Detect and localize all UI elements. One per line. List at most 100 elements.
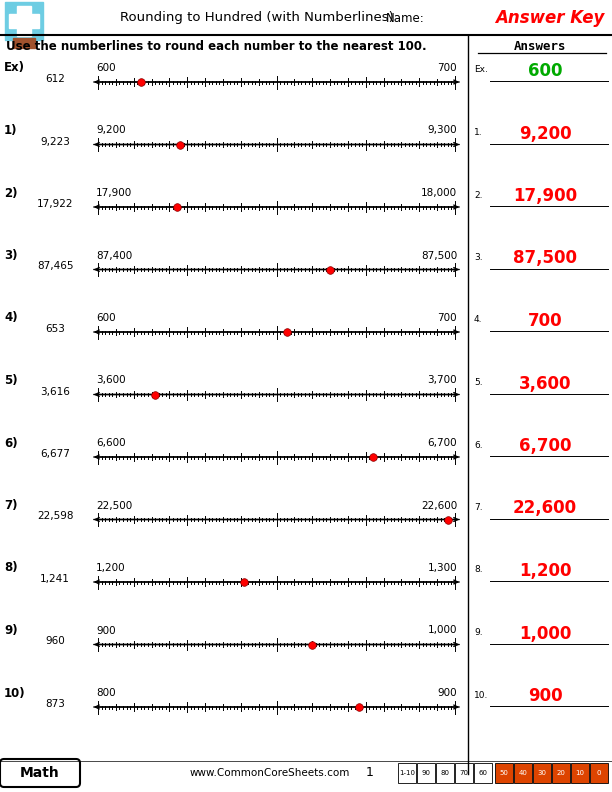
Text: 9,223: 9,223 xyxy=(40,136,70,147)
Text: 3,616: 3,616 xyxy=(40,386,70,397)
FancyBboxPatch shape xyxy=(0,759,80,787)
Text: 1,200: 1,200 xyxy=(96,563,125,573)
Text: 87,400: 87,400 xyxy=(96,250,132,261)
Text: 3): 3) xyxy=(4,249,18,262)
Text: 6): 6) xyxy=(4,436,18,450)
Text: 18,000: 18,000 xyxy=(421,188,457,198)
Text: 1: 1 xyxy=(366,767,374,779)
Text: Ex): Ex) xyxy=(4,62,25,74)
Text: 10.: 10. xyxy=(474,691,488,699)
Text: 600: 600 xyxy=(528,62,562,80)
Text: 612: 612 xyxy=(45,74,65,84)
Bar xyxy=(474,763,492,783)
Bar xyxy=(455,763,473,783)
Text: 10): 10) xyxy=(4,687,26,699)
Text: www.CommonCoreSheets.com: www.CommonCoreSheets.com xyxy=(190,768,350,778)
Bar xyxy=(436,763,454,783)
Bar xyxy=(495,763,513,783)
Text: 9,200: 9,200 xyxy=(96,125,125,135)
Text: Rounding to Hundred (with Numberlines): Rounding to Hundred (with Numberlines) xyxy=(120,12,394,25)
Text: 87,500: 87,500 xyxy=(513,249,577,268)
Bar xyxy=(552,763,570,783)
Text: 9): 9) xyxy=(4,624,18,637)
Text: 10: 10 xyxy=(575,770,584,776)
Text: 4.: 4. xyxy=(474,315,482,325)
Text: 6.: 6. xyxy=(474,440,483,450)
Text: Ex.: Ex. xyxy=(474,66,488,74)
Text: 0: 0 xyxy=(597,770,601,776)
Text: 3.: 3. xyxy=(474,253,483,262)
Text: 873: 873 xyxy=(45,699,65,709)
Text: 3,600: 3,600 xyxy=(96,375,125,386)
Text: 5): 5) xyxy=(4,374,18,387)
Bar xyxy=(17,6,31,36)
Text: 50: 50 xyxy=(499,770,509,776)
Bar xyxy=(398,763,416,783)
Text: 1,241: 1,241 xyxy=(40,574,70,584)
Text: 700: 700 xyxy=(528,312,562,330)
Text: 900: 900 xyxy=(438,688,457,698)
Text: 40: 40 xyxy=(518,770,528,776)
Bar xyxy=(9,14,39,28)
Text: 6,700: 6,700 xyxy=(427,438,457,448)
Text: 6,677: 6,677 xyxy=(40,449,70,459)
Text: 700: 700 xyxy=(438,313,457,323)
Text: 17,922: 17,922 xyxy=(37,199,73,209)
Bar xyxy=(13,38,35,48)
Text: 22,500: 22,500 xyxy=(96,501,132,511)
Text: 80: 80 xyxy=(441,770,449,776)
Text: 8): 8) xyxy=(4,562,18,574)
Text: 4): 4) xyxy=(4,311,18,325)
Text: 5.: 5. xyxy=(474,378,483,387)
Text: 1,000: 1,000 xyxy=(428,626,457,635)
Text: 2.: 2. xyxy=(474,191,482,200)
Text: Math: Math xyxy=(20,766,60,780)
Text: 3,600: 3,600 xyxy=(519,375,571,393)
Text: 87,465: 87,465 xyxy=(37,261,73,272)
Text: 900: 900 xyxy=(528,687,562,705)
Text: Use the numberlines to round each number to the nearest 100.: Use the numberlines to round each number… xyxy=(6,40,427,52)
Bar xyxy=(417,763,435,783)
Text: 800: 800 xyxy=(96,688,116,698)
Text: 70: 70 xyxy=(460,770,469,776)
Text: 8.: 8. xyxy=(474,565,483,574)
Text: 22,598: 22,598 xyxy=(37,512,73,521)
Text: 1): 1) xyxy=(4,124,18,137)
Text: Name:: Name: xyxy=(386,12,424,25)
Bar xyxy=(533,763,551,783)
Text: 87,500: 87,500 xyxy=(421,250,457,261)
Text: 1,000: 1,000 xyxy=(519,625,571,642)
Bar xyxy=(571,763,589,783)
Text: 9,300: 9,300 xyxy=(427,125,457,135)
FancyBboxPatch shape xyxy=(5,2,43,40)
Text: 22,600: 22,600 xyxy=(513,500,577,517)
Text: 960: 960 xyxy=(45,637,65,646)
Text: 1-10: 1-10 xyxy=(399,770,415,776)
Text: Answer Key: Answer Key xyxy=(494,9,604,27)
Text: 60: 60 xyxy=(479,770,488,776)
Text: 653: 653 xyxy=(45,324,65,334)
Text: 1,300: 1,300 xyxy=(427,563,457,573)
Text: 7): 7) xyxy=(4,499,18,512)
Text: 90: 90 xyxy=(422,770,430,776)
Text: 6,600: 6,600 xyxy=(96,438,125,448)
Text: 17,900: 17,900 xyxy=(96,188,132,198)
Text: 1,200: 1,200 xyxy=(519,562,571,580)
Text: 30: 30 xyxy=(537,770,547,776)
Bar xyxy=(514,763,532,783)
Text: 900: 900 xyxy=(96,626,116,635)
Text: 20: 20 xyxy=(556,770,565,776)
Text: 700: 700 xyxy=(438,63,457,73)
Bar xyxy=(590,763,608,783)
Text: 17,900: 17,900 xyxy=(513,187,577,205)
Text: 3,700: 3,700 xyxy=(427,375,457,386)
Text: 6,700: 6,700 xyxy=(519,437,571,455)
Text: Answers: Answers xyxy=(513,40,566,52)
Text: 2): 2) xyxy=(4,186,18,200)
Text: 7.: 7. xyxy=(474,503,483,512)
Text: 9,200: 9,200 xyxy=(519,124,572,143)
Text: 22,600: 22,600 xyxy=(421,501,457,511)
Text: 600: 600 xyxy=(96,63,116,73)
Text: 9.: 9. xyxy=(474,628,483,637)
Text: 1.: 1. xyxy=(474,128,483,137)
